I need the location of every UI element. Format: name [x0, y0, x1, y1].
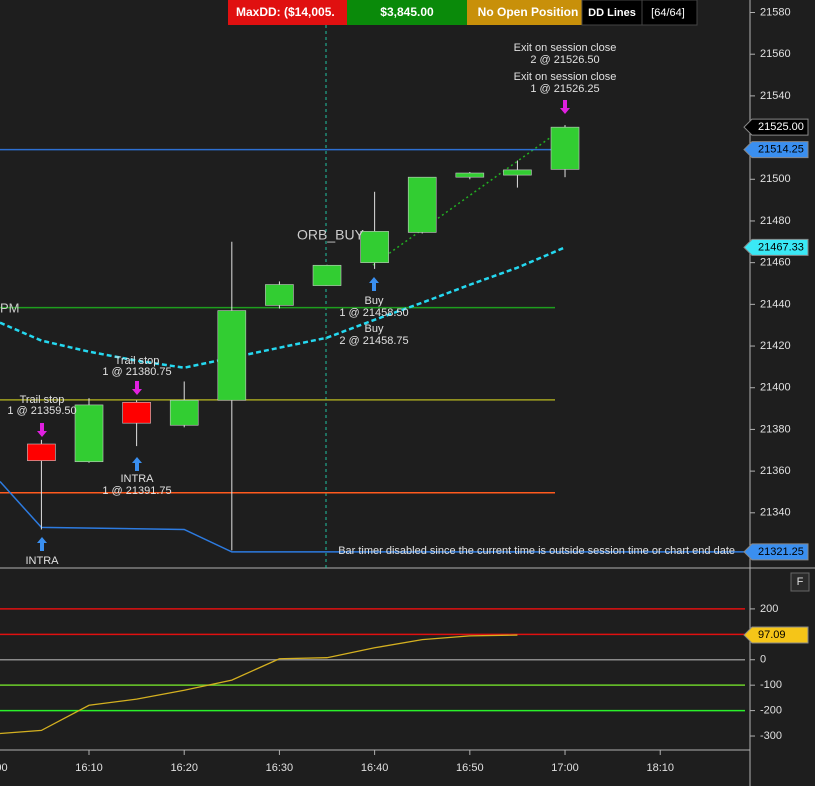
y-tick-label: -200: [760, 704, 782, 716]
candle-body: [74, 404, 104, 463]
candle-body: [169, 399, 199, 426]
dd-lines-button[interactable]: [581, 0, 643, 26]
trade-arrow: [369, 277, 379, 291]
annotation: ORB_BUY: [297, 227, 365, 243]
y-tick-label: 0: [760, 654, 766, 666]
price-marker: [743, 238, 809, 256]
f-label[interactable]: F: [797, 576, 804, 588]
x-tick-label: 16:30: [266, 762, 294, 774]
y-tick-label: 21500: [760, 173, 791, 185]
dd-lines[interactable]: DD Lines: [588, 7, 636, 19]
annotation: Exit on session close: [514, 71, 617, 83]
max-dd-box: [228, 0, 347, 25]
y-tick-label: 21460: [760, 257, 791, 269]
candle-body: [550, 126, 580, 170]
y-tick-label: 21400: [760, 382, 791, 394]
series-line: [0, 634, 518, 735]
annotation: 1 @ 21391.75: [102, 485, 171, 497]
annotation: 1 @ 21526.25: [530, 83, 599, 95]
pnl: $3,845.00: [380, 5, 434, 19]
annotation: Buy: [365, 295, 384, 307]
trade-arrow: [560, 100, 570, 114]
y-tick-label: 200: [760, 603, 778, 615]
x-tick-label: 17:00: [551, 762, 579, 774]
price-marker-label: 97.09: [758, 629, 786, 641]
annotation: 1 @ 21380.75: [102, 366, 171, 378]
series-line: [0, 246, 566, 369]
annotation: Exit on session close: [514, 42, 617, 54]
x-tick-label: 18:10: [646, 762, 674, 774]
trade-arrow: [37, 423, 47, 437]
y-tick-label: -300: [760, 730, 782, 742]
price-marker-label: 21467.33: [758, 241, 804, 253]
x-tick-label: 16:20: [170, 762, 198, 774]
position-box: [467, 0, 582, 25]
y-tick-label: 21340: [760, 507, 791, 519]
annotation: 2 @ 21526.50: [530, 54, 599, 66]
trade-arrow: [132, 457, 142, 471]
candle-body: [122, 402, 151, 424]
candle-body: [360, 231, 389, 263]
x-tick-label: 16:40: [361, 762, 389, 774]
y-tick-label: 21480: [760, 215, 791, 227]
x-tick-label: 16:10: [75, 762, 103, 774]
y-tick-label: 21540: [760, 90, 791, 102]
annotation: INTRA: [26, 555, 60, 567]
annotation: 1 @ 21458.50: [339, 307, 408, 319]
candle-body: [312, 264, 342, 286]
annotation: Bar timer disabled since the current tim…: [338, 545, 735, 557]
y-tick-label: 21420: [760, 340, 791, 352]
annotation: INTRA: [121, 473, 155, 485]
candle-body: [407, 176, 437, 233]
candle-body: [503, 169, 532, 176]
price-marker-label: 21525.00: [758, 121, 804, 133]
annotation: 2 @ 21458.75: [339, 335, 408, 347]
annotation: Buy: [365, 323, 384, 335]
price-marker-label: 21321.25: [758, 546, 804, 558]
annotation: PM: [0, 300, 20, 315]
position: No Open Position: [478, 5, 579, 19]
trade-arrow: [37, 537, 47, 551]
pnl-box: [347, 0, 467, 25]
y-tick-label: 21380: [760, 423, 791, 435]
series-line: [0, 481, 750, 553]
annotation: 1 @ 21359.50: [7, 405, 76, 417]
candle-body: [217, 310, 247, 401]
candle-body: [265, 284, 294, 306]
plot: 21340 21360 21380 21400 21420 21440 21460 21480…: [0, 6, 809, 774]
trade-arrow: [132, 381, 142, 395]
y-tick-label: 21560: [760, 48, 791, 60]
x-tick-label: 16:00: [0, 762, 8, 774]
y-tick-label: 21440: [760, 298, 791, 310]
price-marker: [743, 118, 809, 136]
max-dd: MaxDD: ($14,005.: [236, 5, 335, 19]
y-tick-label: -100: [760, 679, 782, 691]
count: [64/64]: [651, 7, 685, 19]
y-tick-label: 21360: [760, 465, 791, 477]
price-marker: [743, 543, 809, 561]
annotation: Trail stop: [115, 355, 160, 367]
x-tick-label: 16:50: [456, 762, 484, 774]
candle-body: [455, 172, 485, 178]
annotation: Trail stop: [20, 394, 65, 406]
candle-body: [27, 443, 56, 461]
price-marker: [743, 626, 809, 644]
price-marker-label: 21514.25: [758, 143, 804, 155]
y-tick-label: 21580: [760, 6, 791, 18]
f-button[interactable]: [790, 572, 810, 592]
count-box: [641, 0, 698, 26]
price-marker: [743, 141, 809, 159]
